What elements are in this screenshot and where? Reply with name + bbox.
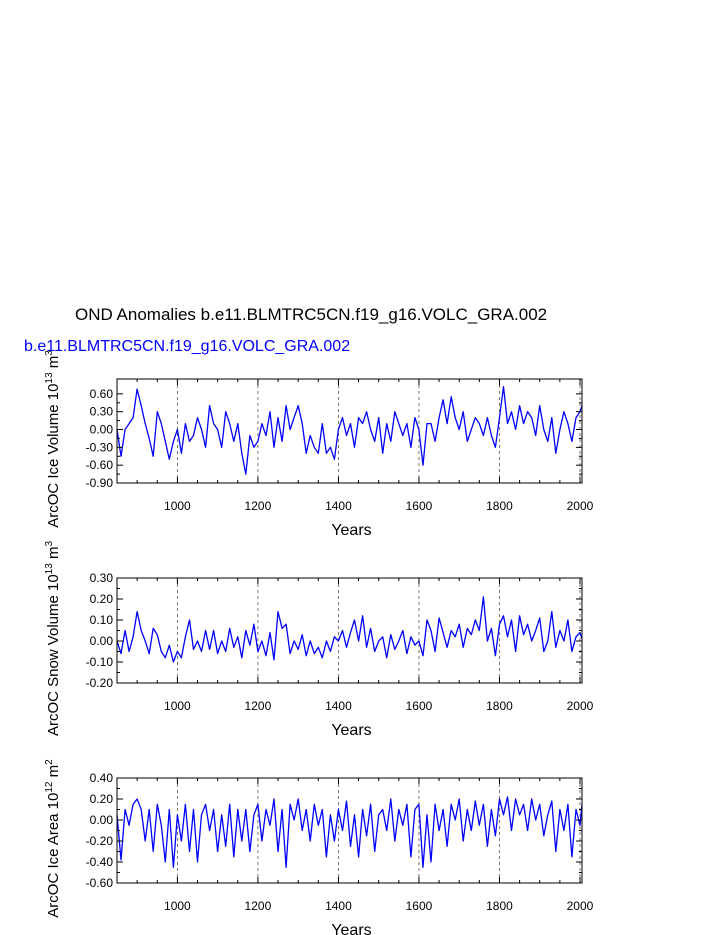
- y-axis-title-part: ArcOC Snow Volume 10: [45, 574, 62, 736]
- y-tick-label: 0.60: [90, 387, 114, 401]
- y-axis-title-part: m: [45, 765, 62, 782]
- y-tick-label: 0.30: [90, 571, 114, 585]
- x-axis-title: Years: [331, 522, 371, 539]
- y-tick-label: 0.00: [90, 813, 114, 827]
- x-tick-label: 1200: [245, 899, 272, 913]
- x-tick-label: 2000: [567, 499, 594, 513]
- y-axis-title-superscript: 3: [44, 350, 55, 356]
- x-tick-label: 1600: [406, 699, 433, 713]
- y-axis-title-superscript: 3: [44, 541, 55, 547]
- panel-ice-area: 1000 1200 1400 1600 1800 2000 Years -0.60 -0.40 -…: [44, 759, 594, 935]
- x-tick-label: 1200: [245, 699, 272, 713]
- series-line-snow-volume: [116, 596, 583, 663]
- y-tick-label: 0.00: [90, 423, 114, 437]
- chart-main-title: OND Anomalies b.e11.BLMTRC5CN.f19_g16.VO…: [75, 305, 548, 324]
- y-axis-title-superscript: 13: [44, 563, 55, 575]
- x-tick-label: 1600: [406, 899, 433, 913]
- y-axis-title-part: ArcOC Ice Area 10: [45, 793, 62, 918]
- y-tick-label: 0.40: [90, 771, 114, 785]
- y-tick-label: 0.10: [90, 613, 114, 627]
- x-tick-label: 1800: [486, 499, 513, 513]
- y-tick-label: 0.00: [90, 634, 114, 648]
- x-axis-title: Years: [331, 922, 371, 935]
- x-tick-label: 2000: [567, 699, 594, 713]
- y-axis-title-part: m: [45, 547, 62, 564]
- y-tick-label: 0.30: [90, 405, 114, 419]
- y-axis-title: ArcOC Snow Volume 1013 m3: [44, 541, 62, 737]
- y-axis-title-superscript: 12: [44, 781, 55, 793]
- x-tick-label: 2000: [567, 899, 594, 913]
- y-tick-label: -0.60: [86, 458, 114, 472]
- x-tick-label: 1400: [325, 499, 352, 513]
- y-tick-label: -0.40: [86, 855, 114, 869]
- x-tick-label: 1800: [486, 899, 513, 913]
- y-tick-label: -0.10: [86, 655, 114, 669]
- x-tick-label: 1000: [164, 899, 191, 913]
- x-tick-label: 1400: [325, 699, 352, 713]
- y-axis-title-superscript: 2: [44, 759, 55, 765]
- y-axis-title-superscript: 13: [44, 372, 55, 384]
- chart-subtitle-series-name: b.e11.BLMTRC5CN.f19_g16.VOLC_GRA.002: [24, 338, 351, 355]
- x-tick-label: 1600: [406, 499, 433, 513]
- y-tick-label: 0.20: [90, 792, 114, 806]
- x-tick-label: 1000: [164, 699, 191, 713]
- y-tick-label: -0.20: [86, 676, 114, 690]
- series-line-ice-volume: [116, 386, 583, 475]
- plot-frame: [116, 378, 583, 484]
- x-tick-label: 1000: [164, 499, 191, 513]
- y-tick-label: -0.20: [86, 834, 114, 848]
- series-line-ice-area: [116, 796, 583, 868]
- y-tick-label: -0.60: [86, 876, 114, 890]
- y-axis-title: ArcOC Ice Area 1012 m2: [44, 759, 62, 918]
- x-tick-label: 1800: [486, 699, 513, 713]
- x-tick-label: 1200: [245, 499, 272, 513]
- y-axis-title: ArcOC Ice Volume 1013 m3: [44, 350, 62, 528]
- y-axis-title-part: m: [45, 356, 62, 373]
- panel-ice-volume: 1000 1200 1400 1600 1800 2000 Years -0.90 -0.60 -…: [44, 350, 594, 539]
- y-tick-label: -0.30: [86, 440, 114, 454]
- panel-snow-volume: 1000 1200 1400 1600 1800 2000 Years -0.20 -0.10 0…: [44, 541, 594, 739]
- y-axis-title-part: ArcOC Ice Volume 10: [45, 384, 62, 528]
- y-tick-label: -0.90: [86, 476, 114, 490]
- x-axis-title: Years: [331, 722, 371, 739]
- y-tick-label: 0.20: [90, 592, 114, 606]
- x-tick-label: 1400: [325, 899, 352, 913]
